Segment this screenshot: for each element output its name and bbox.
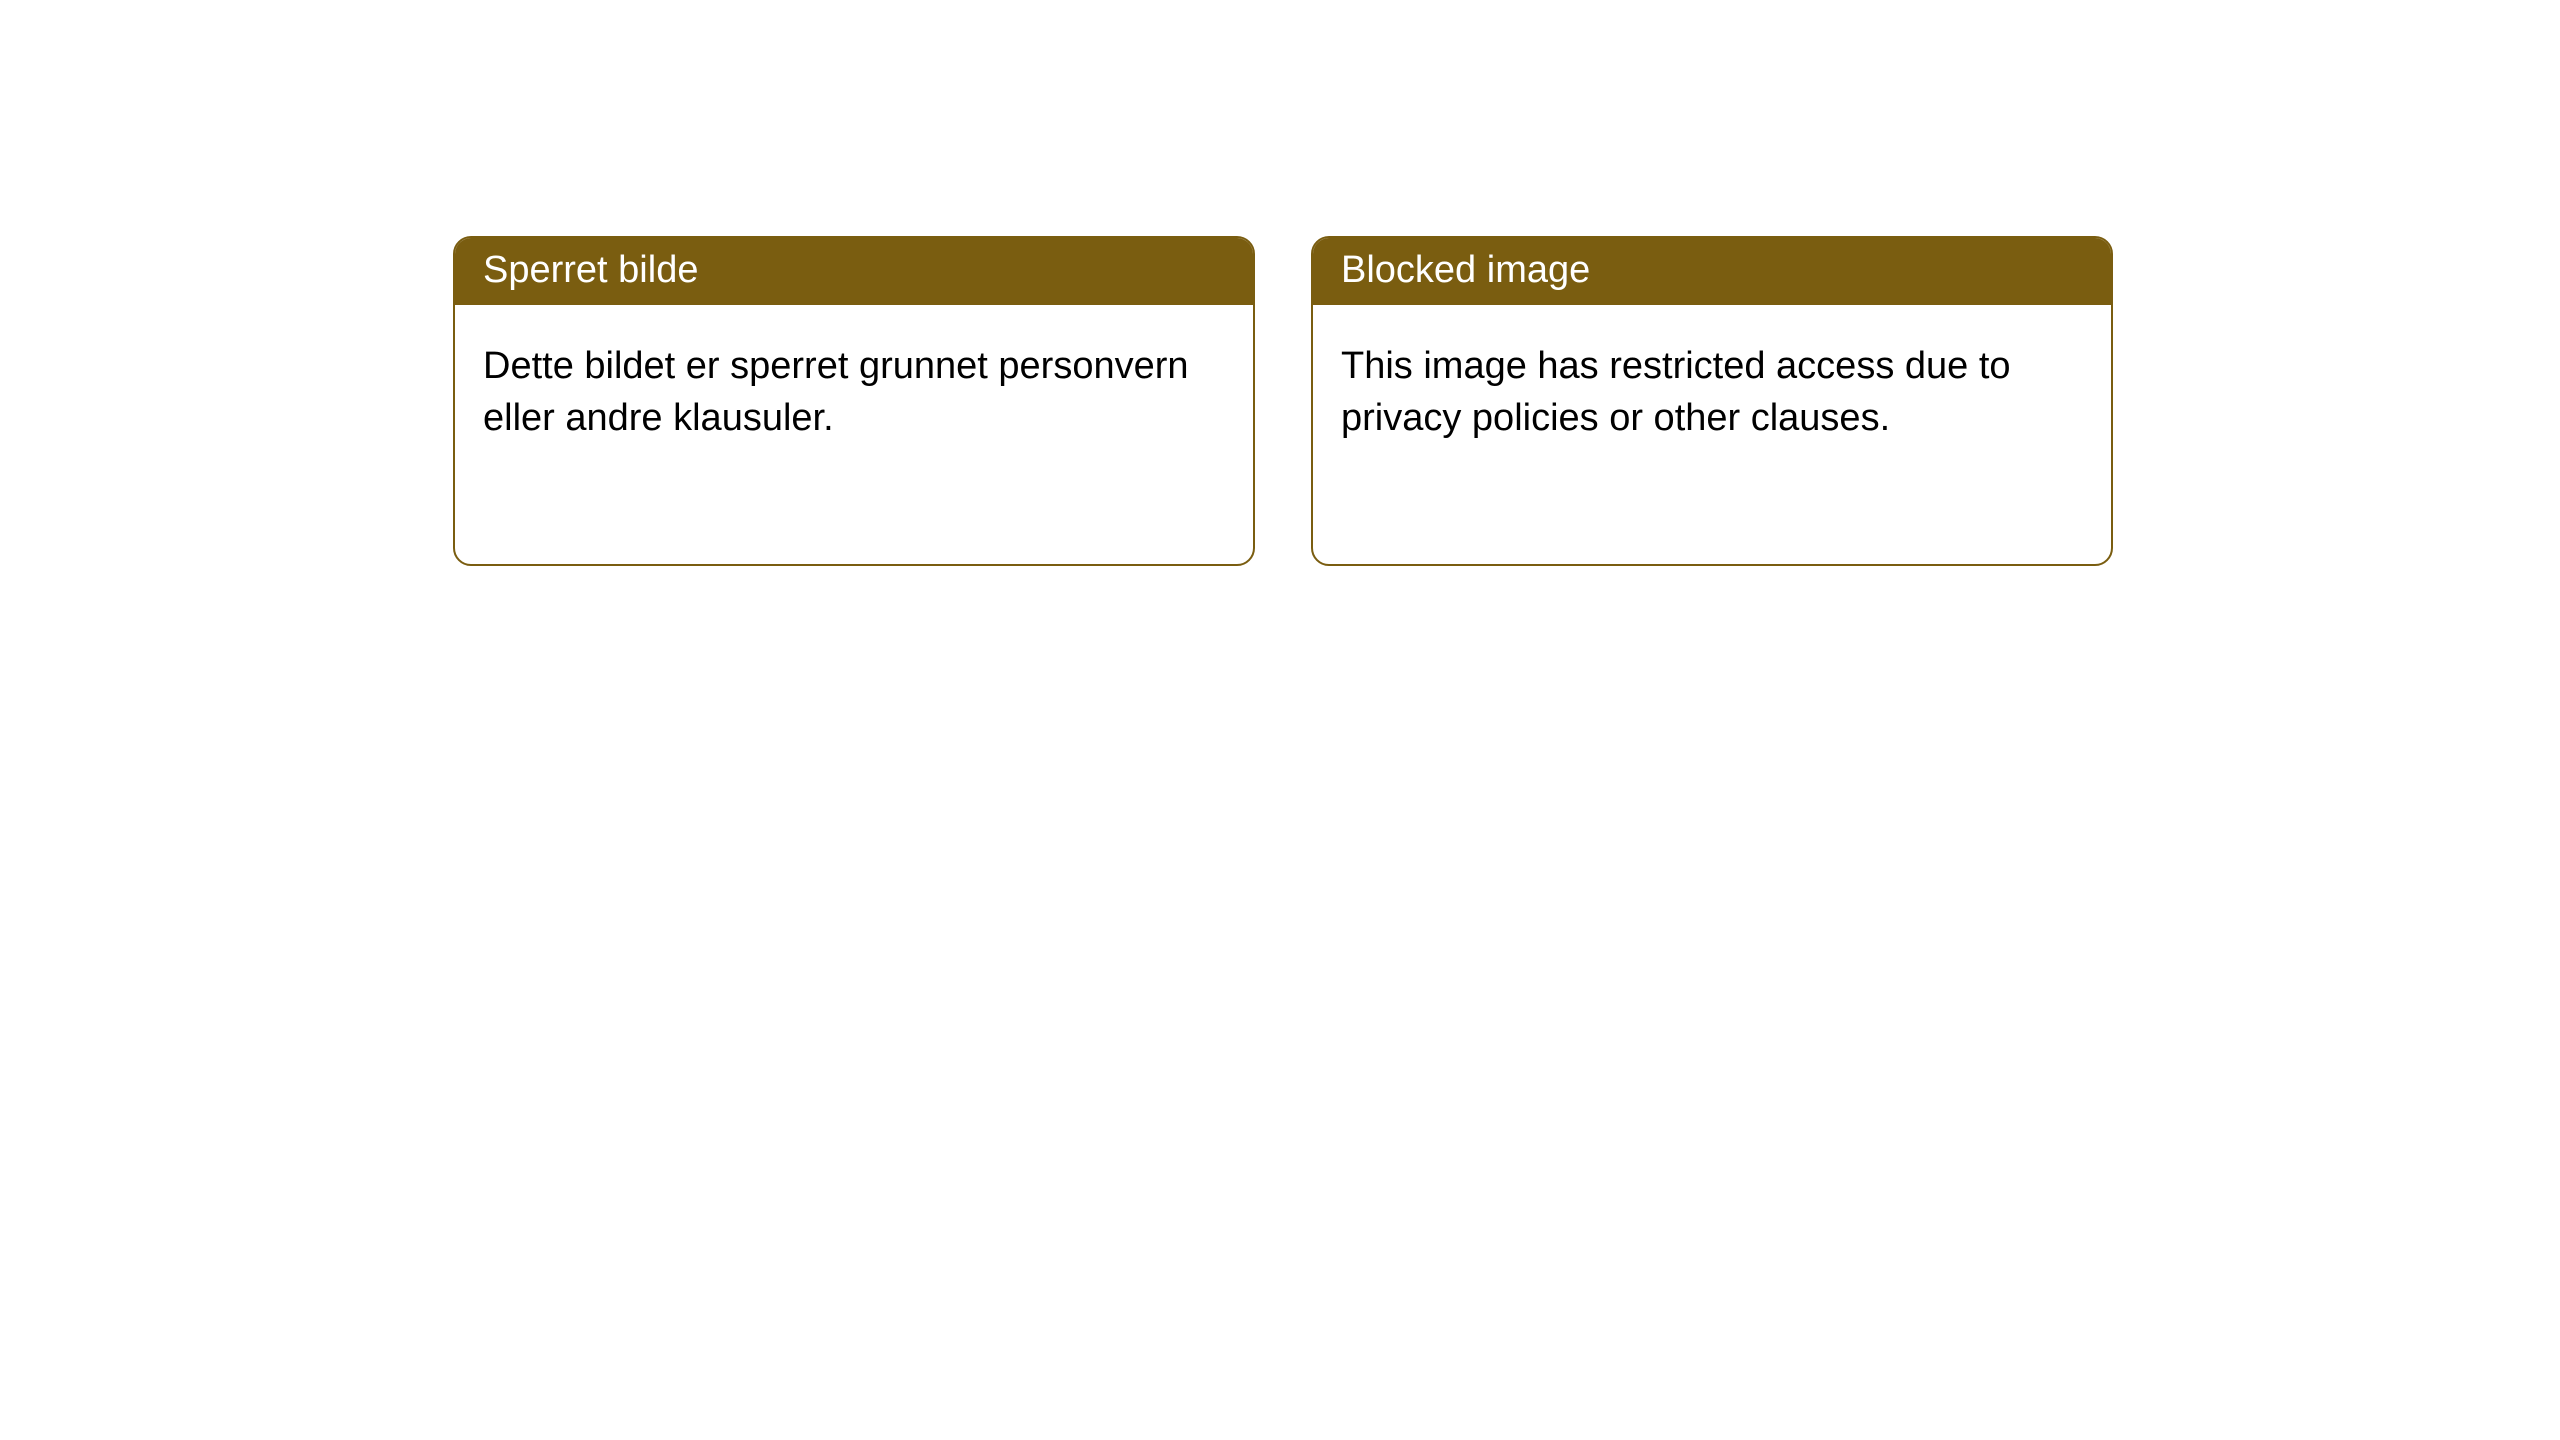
notice-container: Sperret bilde Dette bildet er sperret gr… (0, 0, 2560, 566)
card-body-norwegian: Dette bildet er sperret grunnet personve… (455, 305, 1253, 564)
notice-card-english: Blocked image This image has restricted … (1311, 236, 2113, 566)
card-title-norwegian: Sperret bilde (483, 249, 698, 291)
card-title-english: Blocked image (1341, 249, 1590, 291)
card-text-norwegian: Dette bildet er sperret grunnet personve… (483, 345, 1189, 438)
notice-card-norwegian: Sperret bilde Dette bildet er sperret gr… (453, 236, 1255, 566)
card-body-english: This image has restricted access due to … (1313, 305, 2111, 564)
card-text-english: This image has restricted access due to … (1341, 345, 2011, 438)
card-header-norwegian: Sperret bilde (455, 238, 1253, 305)
card-header-english: Blocked image (1313, 238, 2111, 305)
